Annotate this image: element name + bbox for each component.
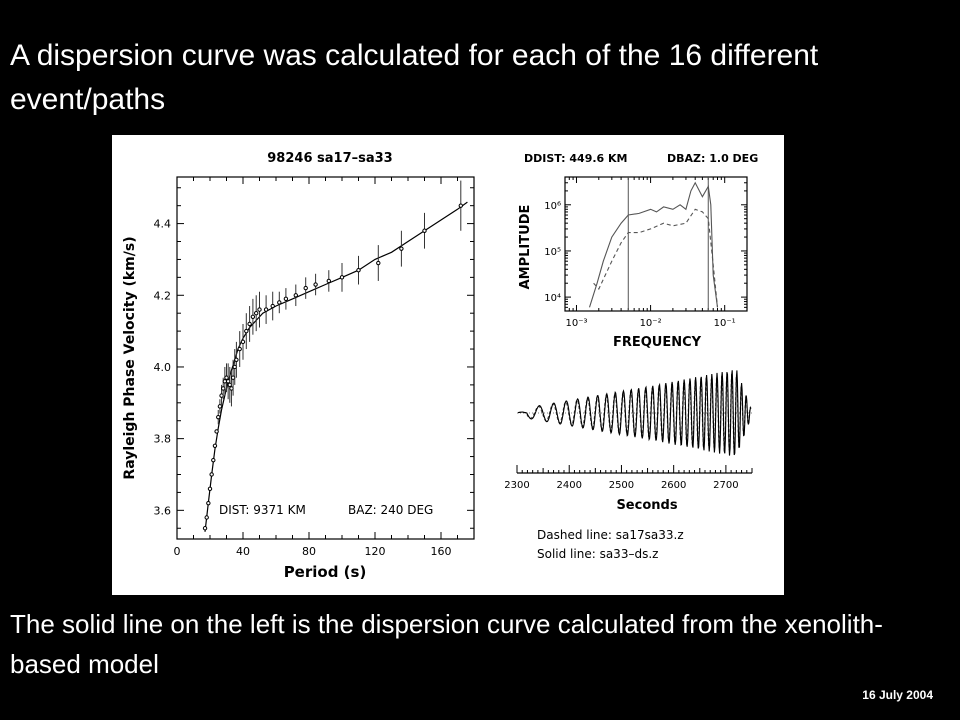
spectrum-ytick-label: 10⁴ xyxy=(544,293,561,304)
spectrum-axes: 10⁻³ 10⁻² 10⁻¹ 10⁴ 10⁵ 10⁶ xyxy=(544,176,748,329)
dispersion-point xyxy=(399,246,404,251)
seismogram-tick-label: 2300 xyxy=(504,480,529,491)
spectrum-plot xyxy=(588,177,719,311)
dispersion-point xyxy=(263,307,269,312)
spectrum-ytick-label: 10⁶ xyxy=(544,201,561,212)
dispersion-point xyxy=(356,267,361,273)
seismogram-tick-label: 2600 xyxy=(661,480,686,491)
figure-panel: 98246 sa17–sa33 0 40 80 120 160 3.6 3.8 4.0 4.2 4… xyxy=(112,135,784,595)
spectrum-xtick-label: 10⁻² xyxy=(640,318,662,329)
dispersion-point xyxy=(237,346,242,352)
dispersion-title: 98246 sa17–sa33 xyxy=(267,151,392,166)
seismogram-plot: 2300 2400 2500 2600 2700 xyxy=(504,370,753,491)
dispersion-point xyxy=(209,472,214,477)
dispersion-plot xyxy=(202,180,468,532)
dispersion-point xyxy=(293,293,299,298)
dispersion-point xyxy=(283,296,289,302)
seismogram-tick-label: 2700 xyxy=(713,480,738,491)
spectrum-series-dashed xyxy=(593,208,719,308)
dispersion-point xyxy=(211,457,216,463)
seismogram-xlabel: Seconds xyxy=(616,498,677,513)
dispersion-xtick-label: 160 xyxy=(431,545,452,558)
dispersion-xtick-label: 80 xyxy=(302,545,316,558)
dispersion-point xyxy=(202,526,208,531)
figure-svg: 98246 sa17–sa33 0 40 80 120 160 3.6 3.8 4.0 4.2 4… xyxy=(122,151,758,581)
dispersion-point xyxy=(216,414,221,420)
legend-dashed: Dashed line: sa17sa33.z xyxy=(537,528,684,542)
dispersion-point xyxy=(250,314,256,319)
dispersion-point xyxy=(207,486,213,492)
dispersion-point xyxy=(458,203,463,208)
dispersion-model-curve xyxy=(204,201,468,532)
spectrum-series-solid xyxy=(588,181,719,308)
dispersion-ytick-label: 3.8 xyxy=(154,433,172,446)
dispersion-point xyxy=(270,303,275,309)
dispersion-point xyxy=(206,500,211,506)
dispersion-xtick-label: 40 xyxy=(236,545,250,558)
spectrum-ddist: DDIST: 449.6 KM xyxy=(524,152,628,165)
dispersion-ylabel: Rayleigh Phase Velocity (km/s) xyxy=(122,236,138,479)
dispersion-point xyxy=(303,285,308,291)
spectrum-ytick-label: 10⁵ xyxy=(544,247,561,258)
spectrum-ylabel: AMPLITUDE xyxy=(518,205,533,290)
dispersion-point xyxy=(422,228,427,233)
dispersion-point xyxy=(339,275,345,280)
dispersion-point xyxy=(244,328,249,334)
spectrum-frame xyxy=(564,176,748,312)
slide-date: 16 July 2004 xyxy=(862,688,933,702)
dispersion-xtick-label: 0 xyxy=(174,545,181,558)
dispersion-point xyxy=(257,307,262,312)
dispersion-ytick-label: 4.4 xyxy=(154,218,172,231)
dispersion-baz-annotation: BAZ: 240 DEG xyxy=(348,503,433,517)
dispersion-point xyxy=(240,339,246,345)
dispersion-point xyxy=(376,260,381,266)
dispersion-point xyxy=(313,282,318,287)
dispersion-point xyxy=(247,321,252,327)
dispersion-xlabel: Period (s) xyxy=(284,563,367,581)
dispersion-xtick-label: 120 xyxy=(365,545,386,558)
spectrum-dbaz: DBAZ: 1.0 DEG xyxy=(667,152,758,165)
dispersion-point xyxy=(234,357,239,362)
spectrum-xlabel: FREQUENCY xyxy=(613,335,702,350)
dispersion-ytick-label: 3.6 xyxy=(154,504,172,517)
dispersion-frame xyxy=(176,176,475,540)
legend-solid: Solid line: sa33–ds.z xyxy=(537,547,658,561)
dispersion-ytick-label: 4.0 xyxy=(154,361,172,374)
seismogram-tick-label: 2400 xyxy=(556,480,581,491)
dispersion-point xyxy=(326,278,332,284)
seismogram-tick-label: 2500 xyxy=(609,480,634,491)
slide-title: A dispersion curve was calculated for ea… xyxy=(10,39,819,116)
spectrum-xtick-label: 10⁻¹ xyxy=(714,318,736,329)
slide-caption: The solid line on the left is the disper… xyxy=(10,609,883,679)
dispersion-point xyxy=(212,443,218,449)
dispersion-point xyxy=(204,515,209,520)
dispersion-axes: 0 40 80 120 160 3.6 3.8 4.0 4.2 4.4 xyxy=(154,177,475,558)
seismogram-solid-trace xyxy=(517,370,752,456)
spectrum-xtick-label: 10⁻³ xyxy=(565,318,587,329)
dispersion-dist-annotation: DIST: 9371 KM xyxy=(219,503,306,517)
dispersion-ytick-label: 4.2 xyxy=(154,289,172,302)
dispersion-point xyxy=(254,310,259,316)
dispersion-point xyxy=(277,300,282,305)
dispersion-point xyxy=(214,429,219,434)
